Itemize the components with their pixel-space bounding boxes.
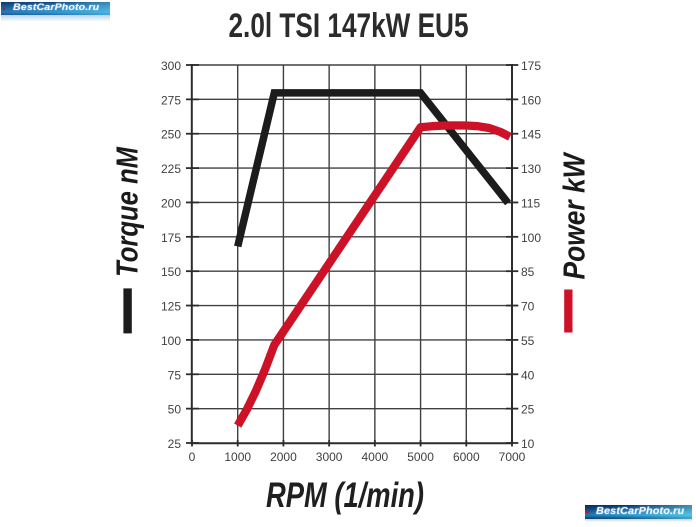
- svg-text:175: 175: [521, 59, 541, 73]
- svg-text:250: 250: [161, 128, 181, 142]
- svg-text:115: 115: [521, 196, 540, 210]
- svg-text:40: 40: [521, 368, 535, 382]
- svg-text:300: 300: [161, 59, 181, 73]
- svg-text:5000: 5000: [407, 450, 434, 464]
- svg-text:RPM (1/min): RPM (1/min): [266, 476, 424, 515]
- svg-text:7000: 7000: [499, 450, 526, 464]
- svg-text:25: 25: [168, 437, 182, 451]
- svg-text:4000: 4000: [362, 450, 389, 464]
- svg-text:85: 85: [521, 265, 535, 279]
- svg-text:3000: 3000: [316, 450, 343, 464]
- svg-text:70: 70: [521, 300, 535, 314]
- svg-text:75: 75: [168, 368, 182, 382]
- svg-text:1000: 1000: [224, 450, 251, 464]
- svg-text:125: 125: [161, 300, 181, 314]
- svg-text:6000: 6000: [453, 450, 480, 464]
- svg-text:55: 55: [521, 334, 535, 348]
- svg-text:0: 0: [189, 450, 196, 464]
- svg-text:200: 200: [161, 196, 181, 210]
- svg-text:145: 145: [521, 128, 541, 142]
- svg-text:2000: 2000: [270, 450, 297, 464]
- svg-text:Torque nM: Torque nM: [110, 146, 145, 277]
- svg-text:25: 25: [521, 403, 535, 417]
- svg-text:100: 100: [161, 334, 181, 348]
- svg-text:50: 50: [168, 403, 182, 417]
- svg-text:275: 275: [161, 93, 181, 107]
- svg-text:150: 150: [161, 265, 181, 279]
- svg-text:10: 10: [521, 437, 535, 451]
- svg-text:130: 130: [521, 162, 541, 176]
- svg-text:Power kW: Power kW: [557, 151, 592, 279]
- svg-text:225: 225: [161, 162, 181, 176]
- svg-text:100: 100: [521, 231, 541, 245]
- svg-text:175: 175: [161, 231, 181, 245]
- svg-text:2.0l TSI 147kW EU5: 2.0l TSI 147kW EU5: [229, 7, 469, 45]
- svg-text:160: 160: [521, 93, 541, 107]
